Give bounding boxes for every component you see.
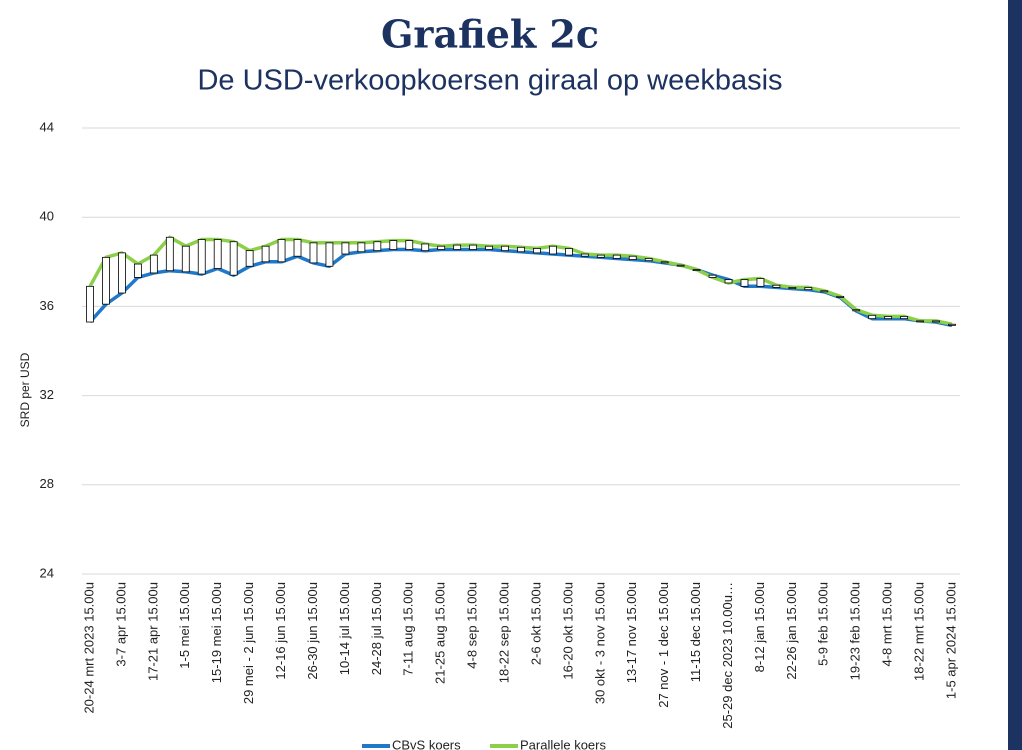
up-down-bar	[469, 244, 478, 250]
up-down-bar	[549, 245, 557, 255]
legend-label: CBvS koers	[392, 737, 461, 750]
up-down-bar	[580, 253, 589, 257]
x-tick-label: 15-19 mei 15.00u	[209, 582, 224, 683]
x-tick-label: 3-7 apr 15.00u	[113, 582, 128, 667]
up-down-bar	[341, 242, 350, 255]
up-down-bar	[389, 240, 398, 250]
up-down-bar	[325, 242, 334, 267]
up-down-bar	[612, 254, 621, 259]
x-tick-label: 5-9 feb 15.00u	[816, 582, 831, 666]
x-tick-label: 4-8 mrt 15.00u	[880, 582, 895, 667]
up-down-bar	[852, 309, 861, 312]
up-down-bar	[644, 258, 653, 262]
up-down-bar	[708, 274, 717, 278]
x-tick-label: 27 nov - 1 dec 15.00u	[656, 582, 671, 708]
y-tick-label: 36	[40, 298, 54, 313]
y-tick-label: 24	[40, 565, 54, 580]
up-down-bar	[932, 320, 940, 323]
up-down-bar	[213, 239, 222, 269]
up-down-bar	[501, 245, 509, 252]
up-down-bar	[86, 285, 94, 323]
up-down-bar	[453, 244, 462, 250]
up-down-bar	[102, 256, 110, 305]
x-tick-label: 1-5 apr 2024 15.00u	[943, 582, 958, 699]
up-down-bar	[245, 250, 254, 267]
x-tick-label: 16-20 okt 15.00u	[560, 582, 575, 680]
x-tick-label: 25-29 dec 2023 10.00u…	[720, 582, 735, 729]
up-down-bar	[900, 316, 909, 320]
up-down-bar	[118, 252, 126, 294]
up-down-bar	[277, 239, 286, 263]
up-down-bar	[533, 248, 541, 254]
up-down-bar	[804, 287, 813, 291]
up-down-bar	[820, 290, 829, 293]
up-down-bar	[628, 255, 637, 260]
y-tick-label: 40	[40, 209, 54, 224]
up-down-bar	[868, 314, 877, 320]
x-tick-label: 22-26 jan 15.00u	[784, 582, 799, 680]
up-down-bar	[836, 295, 845, 298]
legend-label: Parallele koers	[520, 737, 606, 750]
chart-title: Grafiek 2c	[381, 12, 599, 57]
up-down-bar	[740, 279, 749, 287]
up-down-bar	[485, 245, 493, 250]
up-down-bar	[884, 316, 893, 320]
up-down-bar	[421, 243, 430, 252]
x-tick-label: 2-6 okt 15.00u	[528, 582, 543, 665]
x-tick-label: 29 mei - 2 jun 15.00u	[241, 582, 256, 704]
up-down-bar	[676, 264, 685, 267]
y-tick-label: 28	[40, 476, 54, 491]
x-tick-label: 1-5 mei 15.00u	[177, 582, 192, 669]
x-tick-label: 18-22 sep 15.00u	[496, 582, 511, 683]
y-tick-label: 44	[40, 119, 54, 134]
up-down-bar	[357, 242, 366, 253]
up-down-bar	[293, 239, 302, 257]
x-tick-label: 21-25 aug 15.00u	[433, 582, 448, 684]
up-down-bar	[133, 263, 142, 278]
x-tick-label: 11-15 dec 15.00u	[688, 582, 703, 682]
x-tick-label: 8-12 jan 15.00u	[752, 582, 767, 672]
x-tick-label: 12-16 jun 15.00u	[273, 582, 288, 680]
up-down-bar	[660, 261, 669, 264]
up-down-bar	[229, 241, 238, 276]
x-tick-label: 24-28 jul 15.00u	[369, 582, 384, 675]
x-tick-label: 10-14 jul 15.00u	[337, 582, 352, 675]
y-axis-label: SRD per USD	[18, 352, 32, 427]
up-down-bar	[564, 248, 573, 256]
up-down-bar	[181, 245, 190, 273]
y-tick-label: 32	[40, 387, 54, 402]
up-down-bar	[692, 269, 701, 272]
up-down-bar	[948, 323, 956, 326]
x-tick-label: 4-8 sep 15.00u	[465, 582, 480, 669]
up-down-bar	[261, 245, 270, 263]
x-tick-label: 26-30 jun 15.00u	[305, 582, 320, 680]
x-tick-label: 20-24 mrt 2023 15.00u	[81, 582, 96, 714]
x-tick-label: 7-11 aug 15.00u	[401, 582, 416, 676]
up-down-bar	[724, 279, 733, 284]
up-down-bar	[517, 246, 525, 253]
up-down-bar	[197, 239, 206, 275]
up-down-bar	[309, 242, 318, 264]
up-down-bar	[149, 254, 158, 274]
x-tick-label: 18-22 mrt 15.00u	[912, 582, 927, 681]
x-tick-label: 19-23 feb 15.00u	[848, 582, 863, 680]
side-bar	[1008, 0, 1022, 750]
x-tick-label: 13-17 nov 15.00u	[624, 582, 639, 683]
up-down-bar	[165, 236, 174, 272]
up-down-bar	[405, 240, 414, 250]
up-down-bar	[788, 287, 797, 289]
up-down-bar	[437, 245, 446, 250]
up-down-bar	[756, 278, 765, 287]
chart-subtitle: De USD-verkoopkoersen giraal op weekbasi…	[197, 65, 782, 97]
up-down-bar	[916, 320, 924, 323]
up-down-bar	[772, 284, 781, 288]
x-tick-label: 17-21 apr 15.00u	[145, 582, 160, 681]
x-tick-label: 30 okt - 3 nov 15.00u	[592, 582, 607, 704]
up-down-bar	[373, 241, 382, 252]
up-down-bar	[596, 254, 605, 258]
